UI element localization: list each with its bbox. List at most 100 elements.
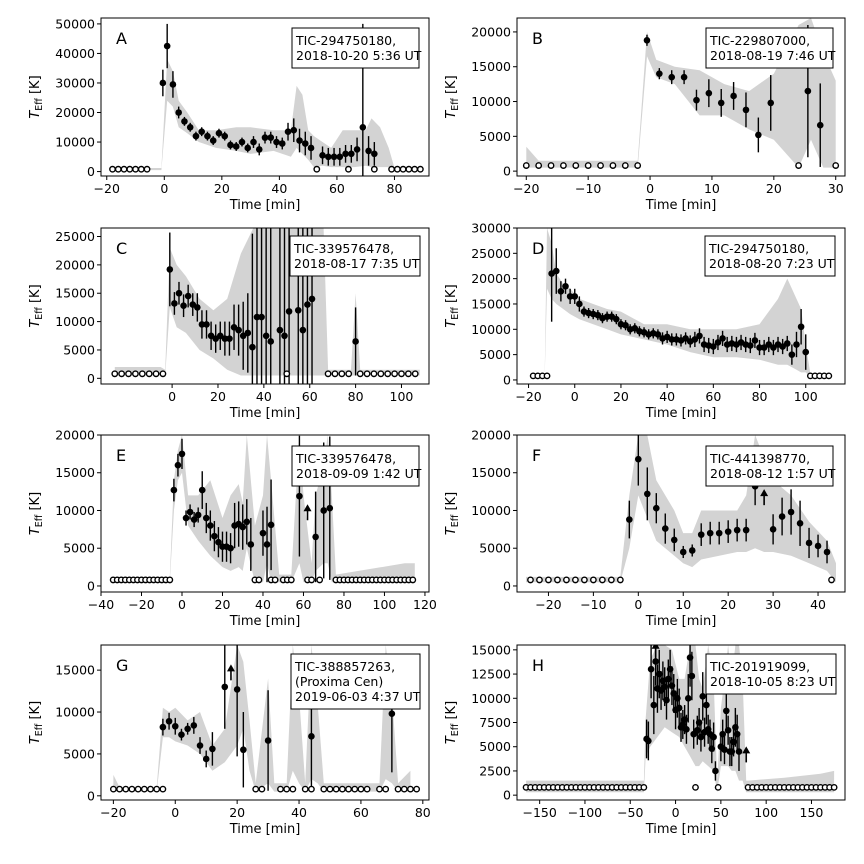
data-point	[714, 339, 722, 346]
y-tick-label: 40000	[55, 46, 95, 61]
quiescent-point	[634, 162, 642, 169]
x-axis-label: Time [min]	[645, 822, 717, 837]
x-tick-label: 40	[271, 181, 287, 196]
data-point	[353, 146, 361, 153]
quiescent-point	[376, 785, 383, 793]
data-point	[730, 92, 737, 100]
quiescent-point	[320, 785, 328, 793]
data-point	[723, 707, 730, 715]
data-point	[180, 302, 187, 310]
annotation-line: 2019-06-03 4:37 UT	[295, 689, 421, 704]
data-point	[622, 321, 629, 329]
y-tick-label: 15000	[471, 465, 511, 480]
data-point	[209, 137, 217, 144]
data-point	[296, 137, 303, 144]
panel-d: −20 0 20 40 60 80 100 0 5000 10000 15000 20000 25000…	[444, 221, 846, 421]
x-tick-label: 60	[705, 389, 721, 404]
data-point	[688, 672, 696, 680]
data-point	[724, 726, 732, 734]
quiescent-point	[405, 165, 413, 173]
y-tick-label: 15000	[471, 642, 511, 657]
data-point	[247, 541, 255, 548]
x-axis-label: Time [min]	[229, 198, 301, 213]
panel-f: −20 −10 0 10 20 30 40 0 5000 10000 15000 20000 Time …	[444, 428, 846, 629]
data-point	[746, 342, 754, 349]
data-point	[221, 335, 229, 342]
data-point	[635, 455, 642, 463]
quiescent-point	[345, 165, 352, 173]
quiescent-point	[159, 370, 167, 378]
y-tick-label: 0	[87, 164, 95, 179]
data-point	[165, 717, 173, 725]
y-tick-label: 30000	[55, 75, 95, 90]
annotation-line: TIC-441398770,	[709, 451, 810, 466]
annotation-line: 2018-08-20 7:23 UT	[709, 256, 835, 271]
data-point	[267, 134, 275, 141]
y-tick-label: 5000	[479, 129, 511, 144]
data-point	[708, 745, 716, 752]
data-point	[169, 81, 177, 88]
y-axis-label-subscript: Eff	[34, 307, 45, 320]
y-tick-label: 7500	[479, 715, 511, 730]
data-point	[258, 313, 265, 321]
quiescent-point	[543, 372, 551, 380]
x-tick-label: 40	[810, 597, 826, 612]
data-point	[668, 682, 676, 689]
data-point	[666, 665, 674, 673]
data-point	[186, 508, 194, 516]
data-point	[192, 132, 200, 140]
x-tick-label: −50	[617, 805, 643, 820]
quiescent-point	[301, 785, 309, 793]
data-point	[278, 140, 286, 147]
x-tick-label: 40	[659, 389, 675, 404]
data-point	[645, 737, 652, 745]
data-point	[267, 521, 275, 529]
data-point	[719, 335, 726, 342]
quiescent-point	[825, 372, 833, 380]
data-point	[178, 450, 186, 458]
x-tick-label: 0	[160, 181, 168, 196]
quiescent-point	[277, 785, 284, 793]
quiescent-point	[370, 165, 378, 173]
data-point	[655, 670, 663, 678]
data-point	[371, 150, 378, 158]
quiescent-point	[416, 165, 424, 173]
data-point	[249, 343, 256, 351]
y-tick-label: 25000	[55, 229, 95, 244]
data-point	[178, 731, 185, 738]
data-point	[294, 306, 302, 314]
data-point	[691, 336, 699, 343]
data-point	[233, 686, 241, 693]
data-point	[724, 528, 732, 535]
data-point	[656, 70, 663, 77]
quiescent-point	[313, 165, 321, 173]
data-point	[255, 146, 263, 153]
quiescent-point	[143, 165, 151, 173]
panel-letter: H	[532, 656, 544, 675]
quiescent-point	[147, 785, 154, 793]
quiescent-point	[138, 370, 146, 378]
quiescent-point	[351, 785, 359, 793]
data-point	[250, 138, 257, 146]
data-point	[802, 348, 810, 356]
y-tick-label: 50000	[55, 16, 95, 31]
data-point	[663, 696, 670, 704]
y-tick-label: 5000	[479, 541, 511, 556]
annotation-box	[705, 27, 834, 69]
quiescent-point	[122, 785, 130, 793]
data-point	[697, 531, 705, 538]
panel-letter: G	[116, 656, 128, 675]
annotation-line: 2018-08-19 7:46 UT	[710, 48, 836, 63]
y-axis-label-unit: [K]	[28, 701, 43, 724]
data-point	[566, 293, 574, 300]
data-point	[259, 529, 267, 537]
y-axis-label-symbol: T	[28, 735, 43, 744]
data-point	[703, 701, 710, 709]
y-axis-label: TEff [K]	[444, 284, 461, 327]
data-point	[652, 504, 660, 512]
quiescent-point	[283, 370, 291, 378]
data-point	[194, 511, 202, 519]
y-axis-label: TEff [K]	[444, 75, 461, 118]
y-tick-label: 15000	[471, 59, 511, 74]
annotation-box	[291, 27, 420, 69]
